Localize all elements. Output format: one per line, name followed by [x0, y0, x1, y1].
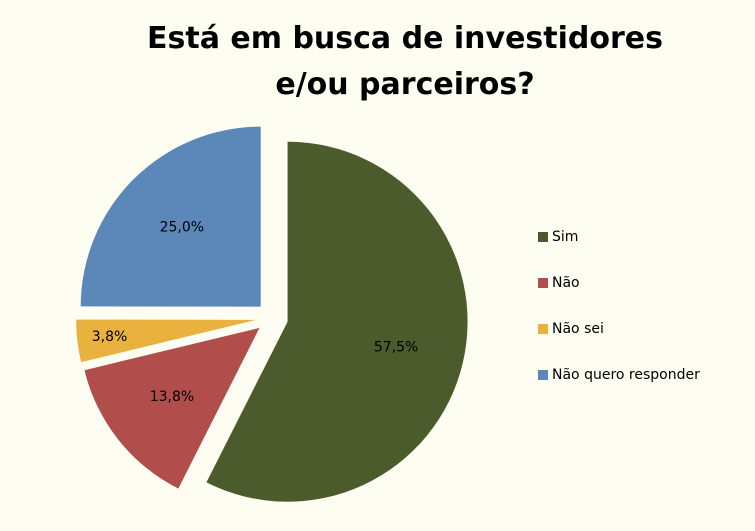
legend-label: Não sei: [552, 321, 604, 337]
pie-slice: [76, 319, 257, 363]
legend-swatch: [538, 232, 548, 242]
legend-swatch: [538, 324, 548, 334]
chart-title: Está em busca de investidores e/ou parce…: [147, 21, 663, 102]
pie-slice: [80, 126, 261, 307]
data-label: 57,5%: [374, 340, 418, 356]
legend-label: Não: [552, 275, 580, 291]
data-label: 13,8%: [150, 389, 194, 405]
legend-swatch: [538, 278, 548, 288]
data-label: 3,8%: [92, 329, 128, 345]
legend-swatch: [538, 370, 548, 380]
legend-label: Sim: [552, 229, 578, 245]
legend-label: Não quero responder: [552, 367, 700, 383]
data-label: 25,0%: [160, 220, 204, 236]
pie-slice: [206, 141, 468, 502]
pie-slice: [84, 327, 260, 489]
